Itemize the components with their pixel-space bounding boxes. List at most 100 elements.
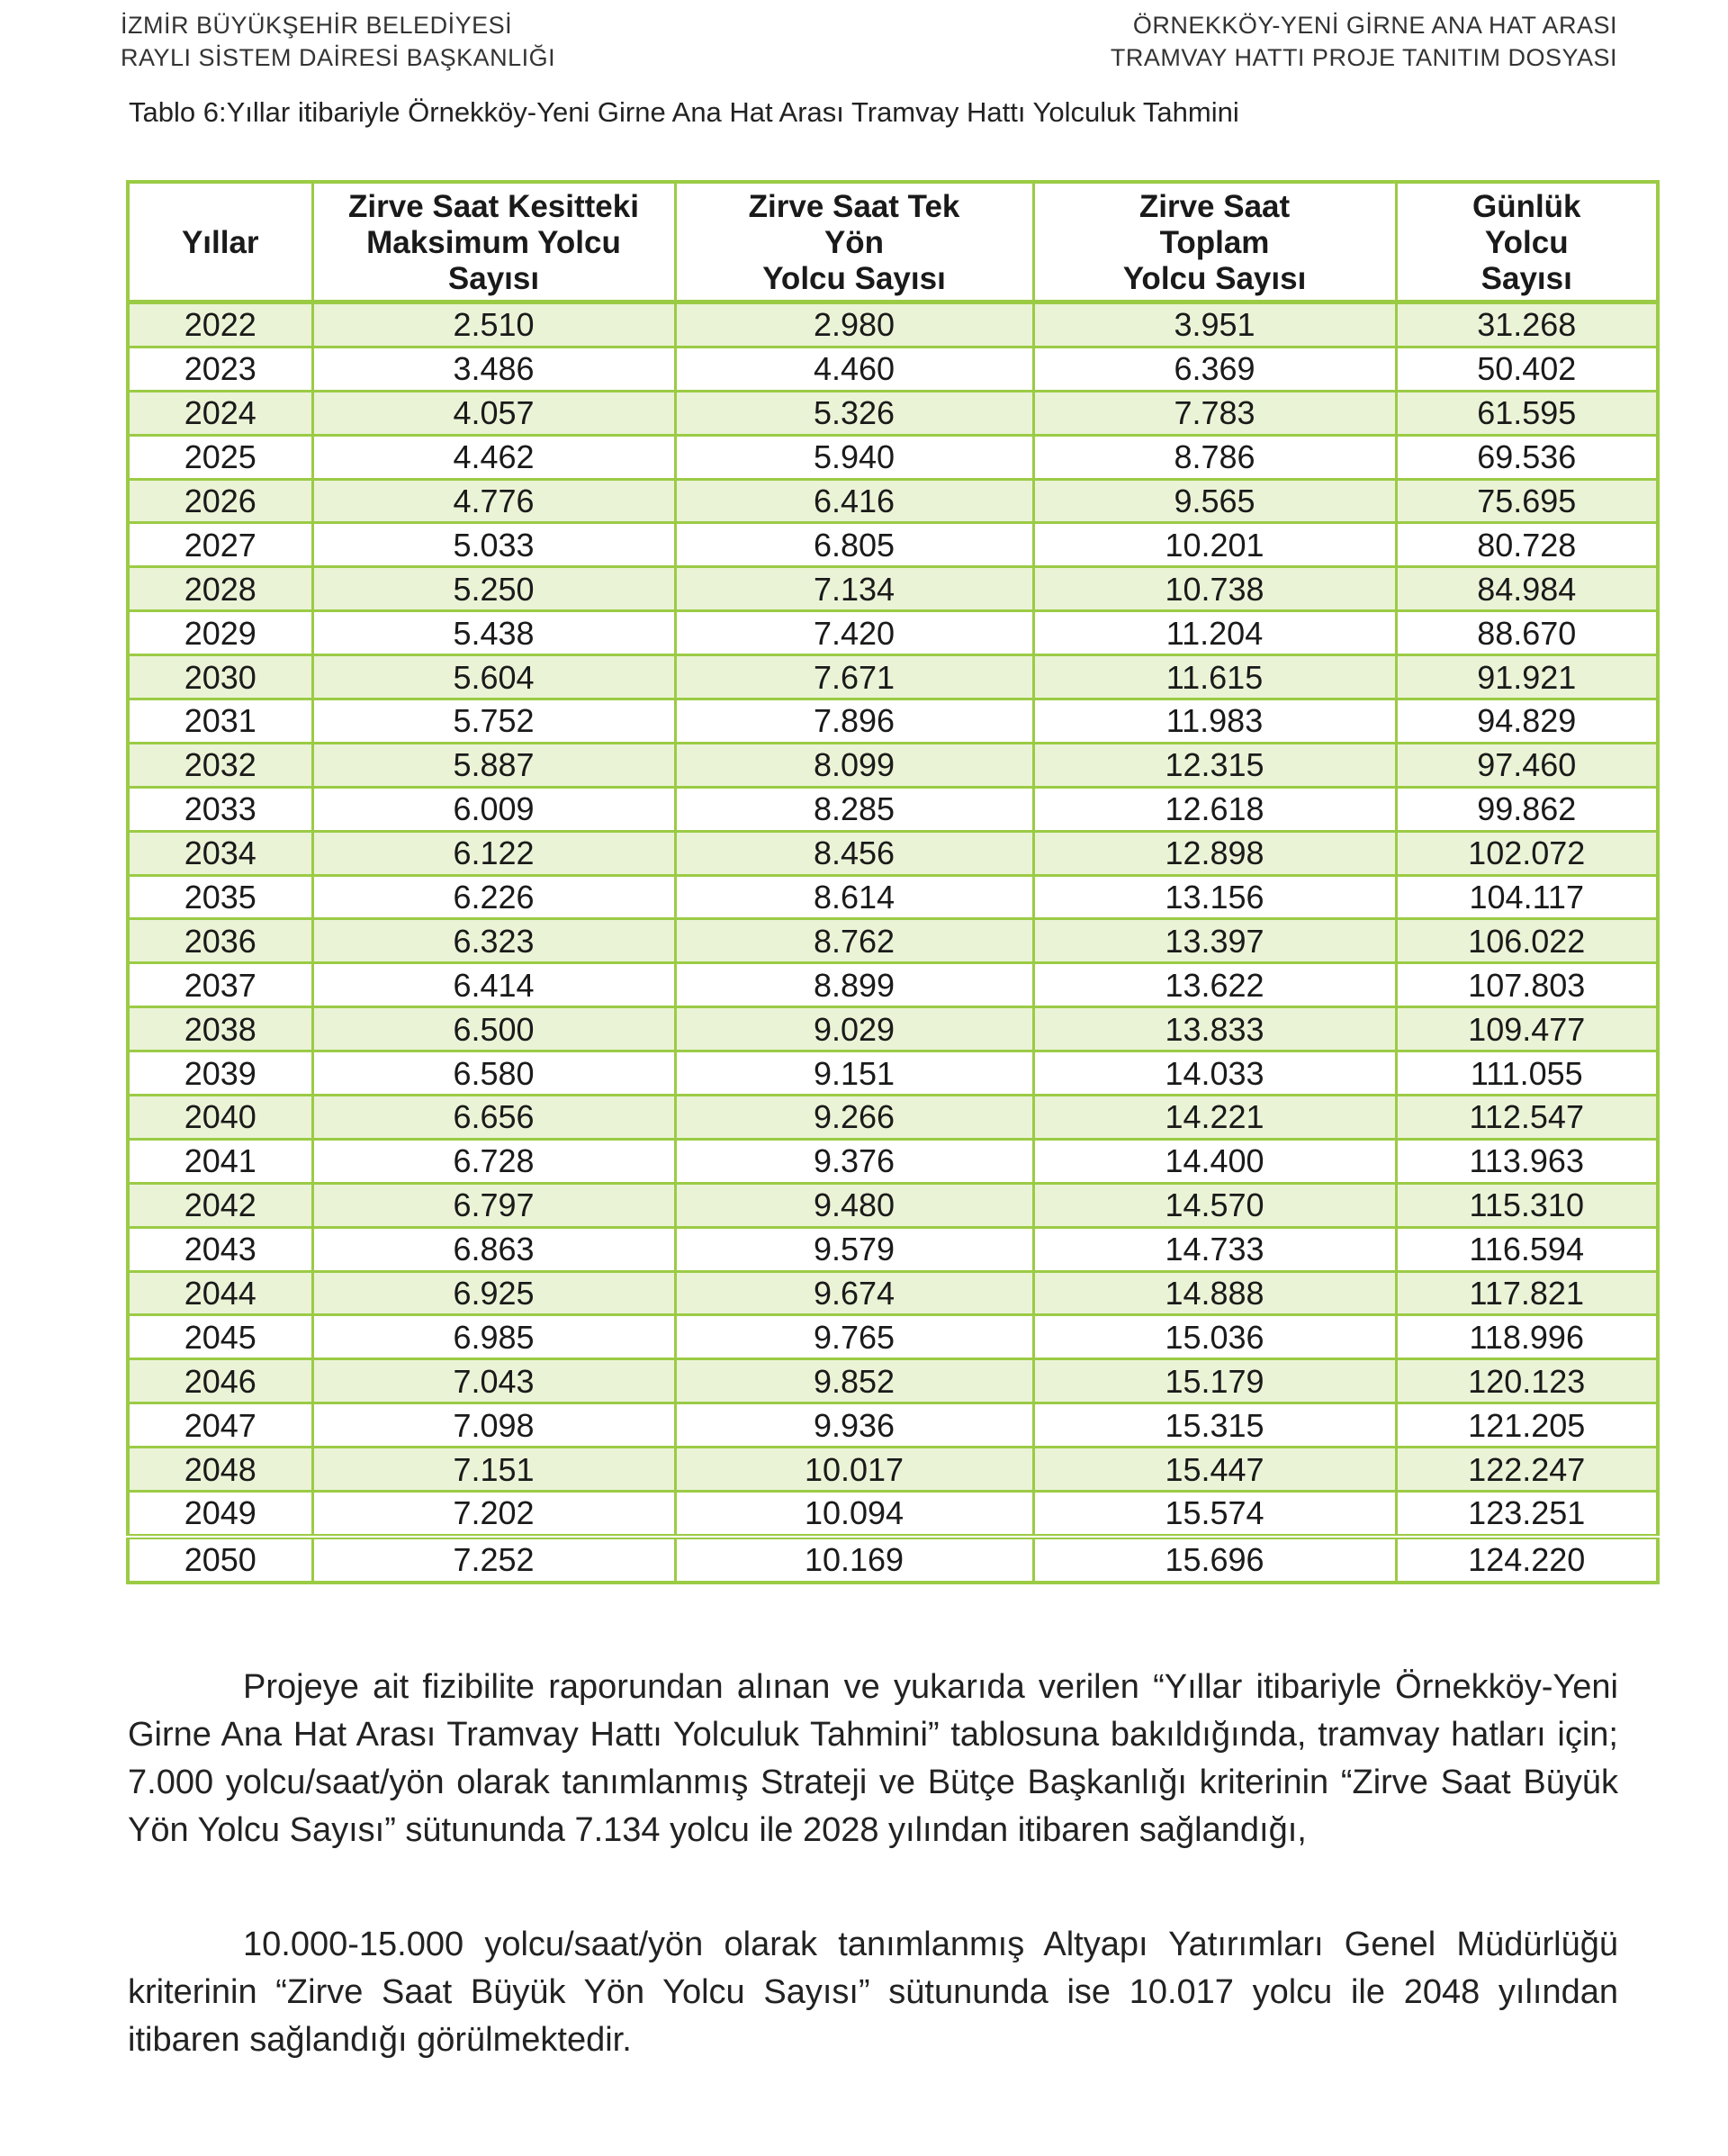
table-cell: 8.099 xyxy=(673,741,1035,789)
paragraph-2: 10.000-15.000 yolcu/saat/yön olarak tanı… xyxy=(128,1921,1618,2064)
table-cell: 14.033 xyxy=(1031,1050,1398,1097)
table-cell: 6.416 xyxy=(673,477,1035,525)
table-cell: 13.397 xyxy=(1031,917,1398,965)
paragraph-1-text: Projeye ait fizibilite raporundan alınan… xyxy=(128,1668,1618,1849)
table-cell: 2039 xyxy=(126,1050,314,1097)
table-cell: 106.022 xyxy=(1394,917,1660,965)
table-row: 2043 6.863 9.579 14.733 116.594 xyxy=(126,1225,1660,1273)
table-cell: 2047 xyxy=(126,1402,314,1449)
table-cell: 120.123 xyxy=(1394,1358,1660,1405)
table-cell: 9.852 xyxy=(673,1358,1035,1405)
table-cell: 5.752 xyxy=(310,698,677,744)
table-cell: 7.134 xyxy=(673,565,1035,613)
table-row: 2039 6.580 9.151 14.033 111.055 xyxy=(126,1050,1660,1097)
table-cell: 75.695 xyxy=(1394,477,1660,525)
table-cell: 10.201 xyxy=(1031,521,1398,569)
header-project-line2: TRAMVAY HATTI PROJE TANITIM DOSYASI xyxy=(1110,44,1617,71)
table-row: 2027 5.033 6.805 10.201 80.728 xyxy=(126,521,1660,569)
table-cell: 10.169 xyxy=(673,1533,1035,1584)
table-cell: 104.117 xyxy=(1394,873,1660,921)
table-cell: 4.776 xyxy=(310,477,677,525)
table-cell: 122.247 xyxy=(1394,1446,1660,1493)
table-cell: 12.618 xyxy=(1031,785,1398,833)
table-cell: 6.323 xyxy=(310,917,677,965)
table-cell: 15.315 xyxy=(1031,1402,1398,1449)
table-cell: 2040 xyxy=(126,1094,314,1141)
table-cell: 5.326 xyxy=(673,389,1035,437)
table-row: 2025 4.462 5.940 8.786 69.536 xyxy=(126,433,1660,481)
table-cell: 7.671 xyxy=(673,654,1035,701)
table-row: 2031 5.752 7.896 11.983 94.829 xyxy=(126,698,1660,744)
table-cell: 2050 xyxy=(126,1533,314,1584)
table-row: 2022 2.510 2.980 3.951 31.268 xyxy=(126,301,1660,348)
table-row: 2046 7.043 9.852 15.179 120.123 xyxy=(126,1358,1660,1405)
table-cell: 2035 xyxy=(126,873,314,921)
header-municipality: İZMİR BÜYÜKŞEHİR BELEDİYESİ xyxy=(121,12,513,39)
table-cell: 7.151 xyxy=(310,1446,677,1493)
column-header-line: Yolcu Sayısı xyxy=(762,261,946,296)
table-cell: 7.098 xyxy=(310,1402,677,1449)
table-cell: 9.565 xyxy=(1031,477,1398,525)
table-cell: 6.863 xyxy=(310,1225,677,1273)
table-cell: 97.460 xyxy=(1394,741,1660,789)
table-cell: 7.420 xyxy=(673,609,1035,657)
table-cell: 5.250 xyxy=(310,565,677,613)
table-row: 2028 5.250 7.134 10.738 84.984 xyxy=(126,565,1660,613)
table-cell: 2033 xyxy=(126,785,314,833)
table-cell: 3.486 xyxy=(310,345,677,392)
table-cell: 116.594 xyxy=(1394,1225,1660,1273)
table-cell: 2049 xyxy=(126,1490,314,1538)
table-cell: 111.055 xyxy=(1394,1050,1660,1097)
table-cell: 11.615 xyxy=(1031,654,1398,701)
column-header-line: Zirve Saat Kesitteki xyxy=(348,189,639,224)
column-header-line: Günlük xyxy=(1472,189,1581,224)
table-cell: 14.888 xyxy=(1031,1269,1398,1317)
table-cell: 2048 xyxy=(126,1446,314,1493)
header-project-line1: ÖRNEKKÖY-YENİ GİRNE ANA HAT ARASI xyxy=(1132,12,1617,39)
table-cell: 15.696 xyxy=(1031,1533,1398,1584)
table-cell: 6.925 xyxy=(310,1269,677,1317)
table-cell: 123.251 xyxy=(1394,1490,1660,1538)
table-cell: 2.980 xyxy=(673,301,1035,348)
table-row: 2049 7.202 10.094 15.574 123.251 xyxy=(126,1490,1660,1538)
table-row: 2040 6.656 9.266 14.221 112.547 xyxy=(126,1094,1660,1141)
table-cell: 2023 xyxy=(126,345,314,392)
table-cell: 15.036 xyxy=(1031,1313,1398,1361)
header-left: İZMİR BÜYÜKŞEHİR BELEDİYESİ RAYLI SİSTEM… xyxy=(121,9,555,74)
table-cell: 2032 xyxy=(126,741,314,789)
table-cell: 2026 xyxy=(126,477,314,525)
table-row: 2042 6.797 9.480 14.570 115.310 xyxy=(126,1181,1660,1229)
table-cell: 2028 xyxy=(126,565,314,613)
table-header-row: Yıllar Zirve Saat Kesitteki Maksimum Yolcu… xyxy=(126,182,1660,304)
table-cell: 31.268 xyxy=(1394,301,1660,348)
table-row: 2024 4.057 5.326 7.783 61.595 xyxy=(126,389,1660,437)
table-body: 2022 2.510 2.980 3.951 31.268 2023 3.486 4.460 6… xyxy=(126,301,1660,1584)
table-cell: 6.728 xyxy=(310,1137,677,1185)
table-cell: 7.783 xyxy=(1031,389,1398,437)
table-cell: 115.310 xyxy=(1394,1181,1660,1229)
table-cell: 91.921 xyxy=(1394,654,1660,701)
table-cell: 112.547 xyxy=(1394,1094,1660,1141)
column-header-line: Yolcu Sayısı xyxy=(1122,261,1307,296)
table-cell: 2029 xyxy=(126,609,314,657)
table-cell: 8.285 xyxy=(673,785,1035,833)
table-cell: 6.985 xyxy=(310,1313,677,1361)
table-cell: 2037 xyxy=(126,961,314,1009)
table-cell: 15.447 xyxy=(1031,1446,1398,1493)
table-row: 2032 5.887 8.099 12.315 97.460 xyxy=(126,741,1660,789)
table-cell: 6.656 xyxy=(310,1094,677,1141)
table-cell: 7.896 xyxy=(673,698,1035,744)
table-row: 2045 6.985 9.765 15.036 118.996 xyxy=(126,1313,1660,1361)
table-cell: 80.728 xyxy=(1394,521,1660,569)
table-cell: 10.017 xyxy=(673,1446,1035,1493)
table-cell: 9.936 xyxy=(673,1402,1035,1449)
table-row: 2033 6.009 8.285 12.618 99.862 xyxy=(126,785,1660,833)
table-cell: 2027 xyxy=(126,521,314,569)
table-cell: 118.996 xyxy=(1394,1313,1660,1361)
column-header-line: Zirve Saat Tek xyxy=(748,189,960,224)
column-header: Günlük Yolcu Sayısı xyxy=(1394,182,1660,304)
table-cell: 2031 xyxy=(126,698,314,744)
table-cell: 2025 xyxy=(126,433,314,481)
table-cell: 13.156 xyxy=(1031,873,1398,921)
table-cell: 6.369 xyxy=(1031,345,1398,392)
